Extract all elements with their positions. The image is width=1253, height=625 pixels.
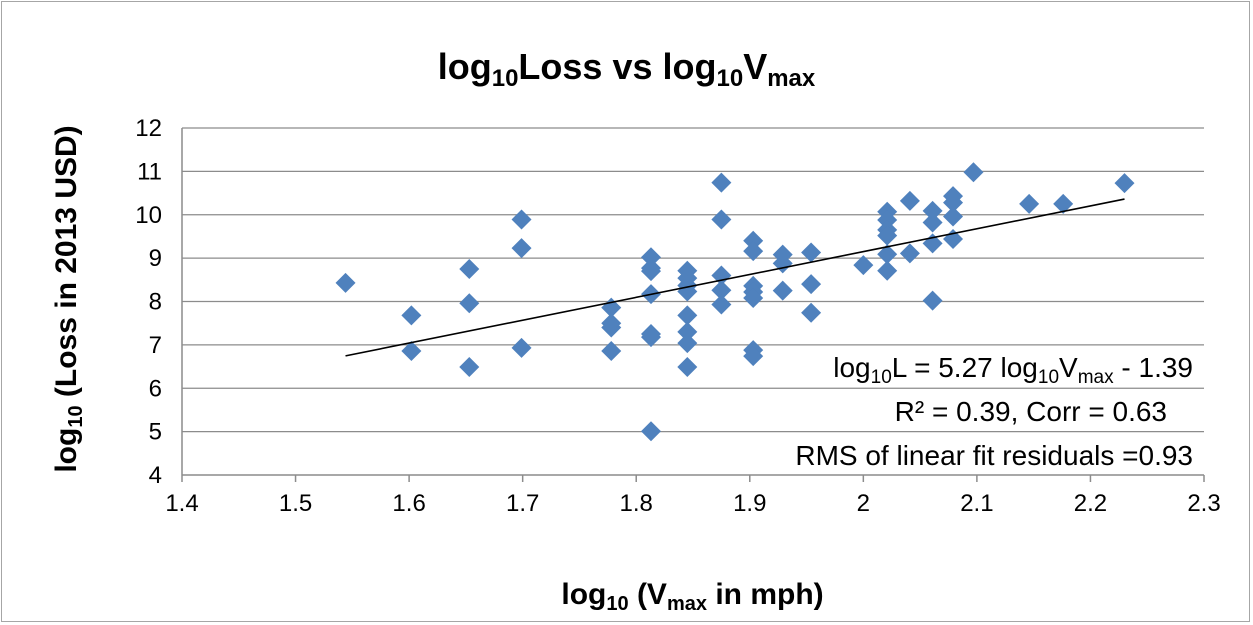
y-tick-label: 9 bbox=[149, 245, 162, 272]
y-tick-label: 12 bbox=[135, 115, 162, 142]
data-point-24 bbox=[677, 305, 698, 326]
data-point-33 bbox=[743, 230, 764, 251]
r-squared-annotation: R² = 0.39, Corr = 0.63 bbox=[894, 396, 1167, 427]
data-point-55 bbox=[922, 200, 943, 221]
data-point-53 bbox=[899, 190, 920, 211]
x-tick-label: 1.7 bbox=[506, 490, 539, 517]
data-point-63 bbox=[963, 162, 984, 183]
data-point-7 bbox=[511, 238, 532, 259]
y-tick-label: 10 bbox=[135, 202, 162, 229]
data-point-3 bbox=[459, 258, 480, 279]
data-point-34 bbox=[743, 241, 764, 262]
trendline-layer bbox=[345, 198, 1125, 357]
data-point-39 bbox=[743, 346, 764, 367]
data-point-58 bbox=[922, 290, 943, 311]
x-tick-label: 1.4 bbox=[165, 490, 198, 517]
axes bbox=[181, 128, 1205, 482]
data-point-13 bbox=[640, 247, 661, 268]
data-point-64 bbox=[1019, 193, 1040, 214]
data-point-28 bbox=[711, 172, 732, 193]
data-point-18 bbox=[640, 327, 661, 348]
rms-annotation: RMS of linear fit residuals =0.93 bbox=[795, 440, 1193, 471]
chart-title: log10Loss vs log10Vmax bbox=[437, 46, 816, 92]
data-point-12 bbox=[601, 340, 622, 361]
data-point-37 bbox=[743, 288, 764, 309]
x-tick-label: 2 bbox=[857, 490, 870, 517]
y-tick-label: 4 bbox=[149, 462, 162, 489]
y-tick-label: 5 bbox=[149, 419, 162, 446]
tick-labels: 4 5 6 7 8 9 10 11 12 1.4 1.5 1.6 1.7 1.8 1.9 2 2.1 2.2 2.3 bbox=[135, 115, 1220, 517]
data-point-29 bbox=[711, 209, 732, 230]
data-point-11 bbox=[601, 317, 622, 338]
data-point-2 bbox=[401, 340, 422, 361]
data-point-19 bbox=[640, 421, 661, 442]
y-tick-label: 7 bbox=[149, 332, 162, 359]
data-point-56 bbox=[922, 212, 943, 233]
data-point-8 bbox=[511, 337, 532, 358]
data-point-25 bbox=[677, 321, 698, 342]
data-point-50 bbox=[877, 225, 898, 246]
data-point-51 bbox=[877, 244, 898, 265]
y-axis-label: log10 (Loss in 2013 USD) bbox=[50, 125, 87, 473]
data-point-4 bbox=[459, 293, 480, 314]
x-tick-label: 1.9 bbox=[733, 490, 766, 517]
y-tick-label: 11 bbox=[137, 158, 162, 185]
x-tick-label: 2.2 bbox=[1074, 490, 1107, 517]
data-point-45 bbox=[801, 302, 822, 323]
data-point-26 bbox=[677, 333, 698, 354]
data-point-65 bbox=[1053, 193, 1074, 214]
trendline bbox=[345, 198, 1125, 357]
y-tick-label: 6 bbox=[149, 375, 162, 402]
data-point-1 bbox=[401, 305, 422, 326]
x-tick-label: 1.8 bbox=[620, 490, 653, 517]
data-point-61 bbox=[943, 206, 964, 227]
data-point-66 bbox=[1114, 173, 1135, 194]
x-tick-label: 2.3 bbox=[1187, 490, 1220, 517]
data-point-54 bbox=[899, 243, 920, 264]
data-point-46 bbox=[853, 255, 874, 276]
x-tick-label: 1.6 bbox=[392, 490, 425, 517]
data-point-60 bbox=[943, 192, 964, 213]
data-point-6 bbox=[511, 209, 532, 230]
data-point-32 bbox=[711, 294, 732, 315]
data-point-27 bbox=[677, 356, 698, 377]
x-axis-label: log10 (Vmax in mph) bbox=[561, 578, 824, 615]
x-tick-label: 1.5 bbox=[279, 490, 312, 517]
y-tick-label: 8 bbox=[149, 289, 162, 316]
data-point-44 bbox=[801, 274, 822, 295]
data-point-15 bbox=[640, 261, 661, 282]
data-point-52 bbox=[877, 260, 898, 281]
fit-equation: log10L = 5.27 log10Vmax - 1.39 bbox=[833, 352, 1193, 388]
x-tick-label: 2.1 bbox=[960, 490, 993, 517]
data-point-42 bbox=[772, 280, 793, 301]
data-point-0 bbox=[335, 272, 356, 293]
data-point-43 bbox=[801, 242, 822, 263]
data-point-5 bbox=[459, 356, 480, 377]
data-point-31 bbox=[711, 280, 732, 301]
data-points bbox=[335, 162, 1135, 442]
